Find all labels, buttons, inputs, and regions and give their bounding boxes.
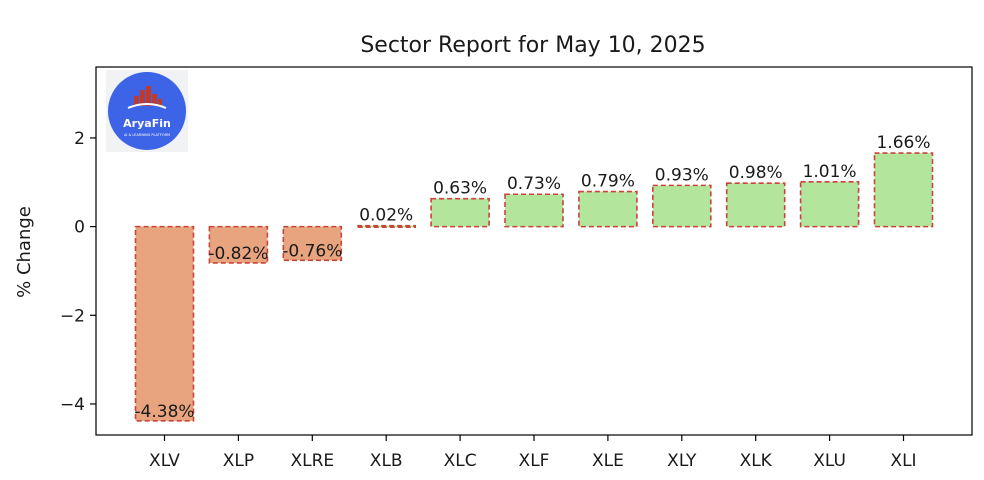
y-tick-label: 0 [74,218,85,238]
data-label: 0.02% [359,206,413,226]
data-label: 0.93% [655,165,709,185]
data-label: 1.66% [876,133,930,153]
x-tick-label: XLU [813,451,846,471]
bar [578,190,638,228]
aryafin-logo: AryaFin AI & LEARNING PLATFORM [106,70,188,152]
data-label: 0.63% [433,179,487,199]
plot-area: 2 0 −2 −4 XLV -4.38% XLP -0.82% XLRE -0.76% XLB 0.0… [60,66,973,471]
plot-frame [95,66,973,436]
x-tick-label: XLB [370,451,403,471]
data-label: 0.98% [729,163,783,183]
bar [504,193,564,228]
x-tick-label: XLP [223,451,254,471]
bar [208,225,269,264]
logo-badge [108,72,186,150]
data-label: 1.01% [803,162,857,182]
bar [356,224,417,229]
bar [873,152,934,228]
x-tick-label: XLV [149,451,180,471]
y-tick-label: −4 [60,395,85,415]
data-label: 0.79% [581,172,635,192]
data-label: 0.73% [507,174,561,194]
city-skyline-icon [127,86,167,109]
y-axis-label: % Change [14,206,35,298]
x-tick-label: XLK [740,451,773,471]
logo-name: AryaFin [123,117,171,130]
data-label: -0.82% [208,244,268,264]
bar [282,225,343,262]
x-tick-label: XLRE [290,451,334,471]
x-tick-label: XLY [667,451,697,471]
data-label: -4.38% [134,402,194,422]
y-tick-label: −2 [60,306,85,326]
data-label: -0.76% [282,241,342,261]
bar [799,181,860,228]
x-tick-label: XLE [592,451,624,471]
x-tick-label: XLI [890,451,916,471]
bar [651,184,712,228]
bar [134,225,195,422]
chart-title: Sector Report for May 10, 2025 [360,33,705,58]
bar [725,182,786,228]
bar [430,197,490,228]
x-tick-label: XLC [444,451,477,471]
logo-tagline: AI & LEARNING PLATFORM [124,133,170,137]
x-tick-label: XLF [519,451,550,471]
y-tick-label: 2 [74,129,85,149]
